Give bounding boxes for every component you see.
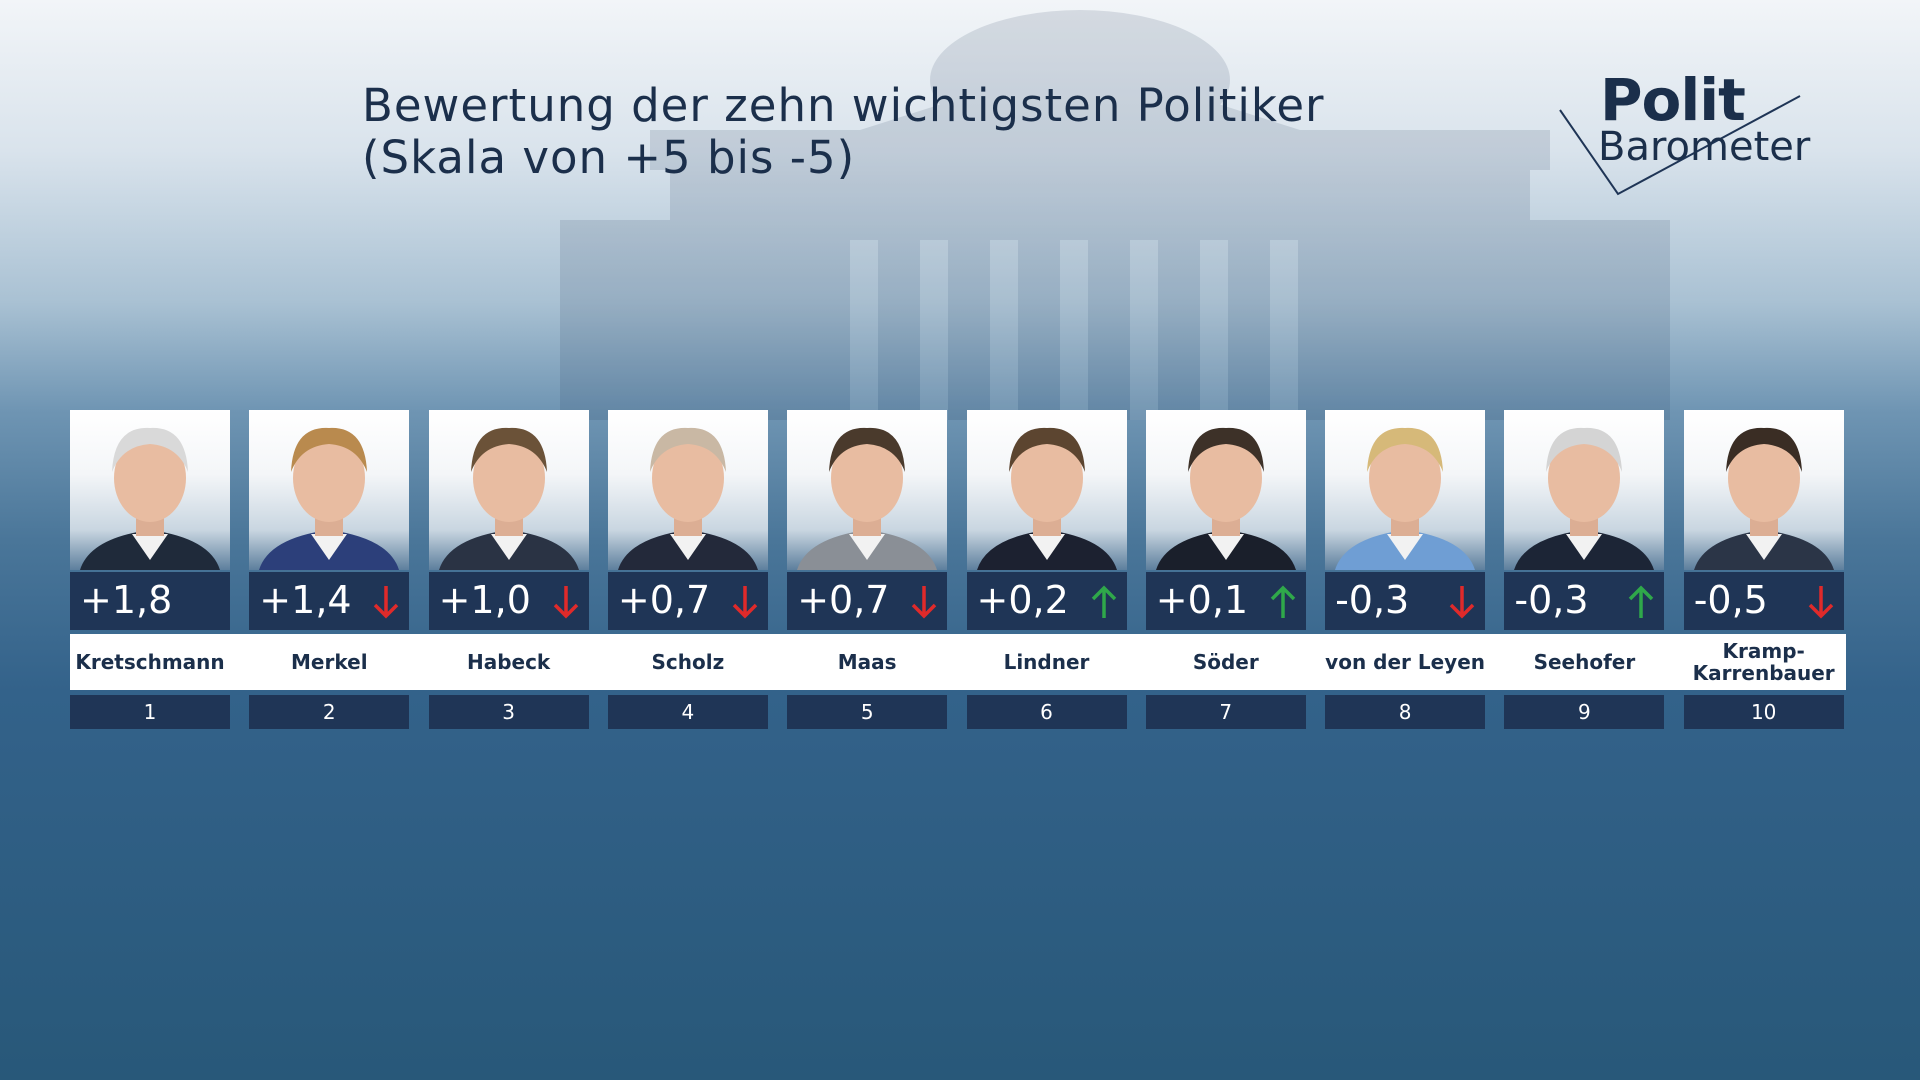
politician-photo (1683, 410, 1844, 570)
portrait-icon (797, 427, 938, 570)
score-bar: +1,0 (428, 572, 589, 630)
score-value: +0,7 (617, 578, 711, 622)
reichstag-background (560, 10, 1670, 420)
arrow-up-icon (1091, 585, 1116, 618)
politician-name: Maas (837, 650, 897, 674)
politician-photo (249, 410, 410, 570)
score-bar: +0,7 (787, 572, 948, 630)
arrow-down-icon (374, 586, 399, 619)
politician-name: Söder (1192, 650, 1259, 674)
politician-card: -0,5 Kramp- Karrenbauer 10 (1683, 410, 1844, 729)
arrow-up-icon (1629, 585, 1654, 618)
rank-label: 8 (1325, 695, 1486, 729)
politician-card: -0,3 Seehofer 9 (1504, 410, 1665, 729)
score-bar: +1,4 (249, 572, 410, 630)
score-value: +0,7 (797, 578, 890, 622)
score-value: +1,0 (438, 578, 531, 622)
politician-card: +1,0 Habeck 3 (428, 410, 589, 729)
score-bar: +0,7 (607, 572, 768, 630)
rank-label: 3 (428, 695, 589, 729)
politician-card: -0,3 von der Leyen 8 (1325, 410, 1486, 729)
score-bar: +1,8 (70, 572, 230, 630)
title-block: Bewertung der zehn wichtigsten Politiker… (362, 80, 1325, 184)
score-value: +0,1 (1155, 578, 1249, 622)
arrow-down-icon (1808, 586, 1833, 619)
score-value: -0,3 (1335, 578, 1410, 622)
politician-name: Kramp- Karrenbauer (1684, 634, 1844, 690)
rank-label: 10 (1683, 695, 1844, 729)
chart-title: Bewertung der zehn wichtigsten Politiker (362, 79, 1325, 132)
score-bar: -0,3 (1504, 572, 1665, 630)
score-bar: +0,1 (1145, 572, 1306, 630)
portrait-icon (1514, 427, 1655, 570)
politician-card: +1,4 Merkel 2 (249, 410, 410, 729)
score-value: +0,2 (976, 578, 1069, 622)
politician-card: +1,8 Kretschmann 1 (70, 410, 230, 729)
politician-name-line2: Karrenbauer (1692, 661, 1835, 685)
politician-photo (428, 410, 589, 570)
politician-name: Merkel (291, 650, 368, 674)
logo-line1: Polit (1600, 66, 1746, 134)
arrow-down-icon (732, 586, 758, 619)
rank-label: 9 (1504, 695, 1665, 729)
portrait-icon (1335, 427, 1476, 570)
arrow-down-icon (911, 586, 937, 619)
score-value: -0,3 (1514, 578, 1589, 622)
politician-photo (70, 410, 230, 570)
politician-name: Lindner (1003, 650, 1090, 674)
checkmark-icon (1559, 95, 1801, 196)
score-bar: -0,5 (1683, 572, 1844, 630)
logo-line2: Barometer (1598, 124, 1811, 170)
politician-photo (787, 410, 948, 570)
politician-photo (607, 410, 768, 570)
score-value: +1,8 (80, 578, 173, 622)
arrow-down-icon (553, 586, 578, 619)
politician-card: +0,2 Lindner 6 (966, 410, 1127, 729)
politician-name: Kretschmann (75, 650, 225, 674)
score-bar: -0,3 (1325, 572, 1486, 630)
portrait-icon (259, 427, 400, 570)
politician-photo (1325, 410, 1486, 570)
arrow-up-icon (1270, 585, 1296, 618)
rank-label: 2 (249, 695, 410, 729)
rank-label: 4 (607, 695, 768, 729)
politbarometer-logo: Polit Barometer (1558, 66, 1811, 196)
score-value: -0,5 (1693, 578, 1768, 622)
score-value: +1,4 (259, 578, 352, 622)
portrait-icon (1155, 427, 1296, 570)
politician-photo (1504, 410, 1665, 570)
chart-subtitle: (Skala von +5 bis -5) (362, 131, 856, 184)
score-bar: +0,2 (966, 572, 1127, 630)
politician-name: Habeck (466, 650, 551, 674)
portrait-icon (438, 427, 579, 570)
politician-card: +0,1 Söder 7 (1145, 410, 1306, 729)
politician-photo (966, 410, 1127, 570)
name-strip (70, 634, 1846, 690)
portrait-icon (1693, 427, 1834, 570)
politician-name: Scholz (651, 650, 725, 674)
rank-label: 1 (70, 695, 230, 729)
rank-label: 7 (1145, 695, 1306, 729)
politician-card: +0,7 Scholz 4 (607, 410, 768, 729)
politician-name-line1: Kramp- (1722, 639, 1805, 663)
portrait-icon (617, 427, 758, 570)
arrow-down-icon (1449, 586, 1475, 619)
politician-name: von der Leyen (1325, 650, 1486, 674)
politician-photo (1145, 410, 1306, 570)
portrait-icon (80, 427, 220, 570)
politician-name: Seehofer (1533, 650, 1636, 674)
portrait-icon (976, 427, 1117, 570)
politician-card: +0,7 Maas 5 (787, 410, 948, 729)
rank-label: 5 (787, 695, 948, 729)
rank-label: 6 (966, 695, 1127, 729)
